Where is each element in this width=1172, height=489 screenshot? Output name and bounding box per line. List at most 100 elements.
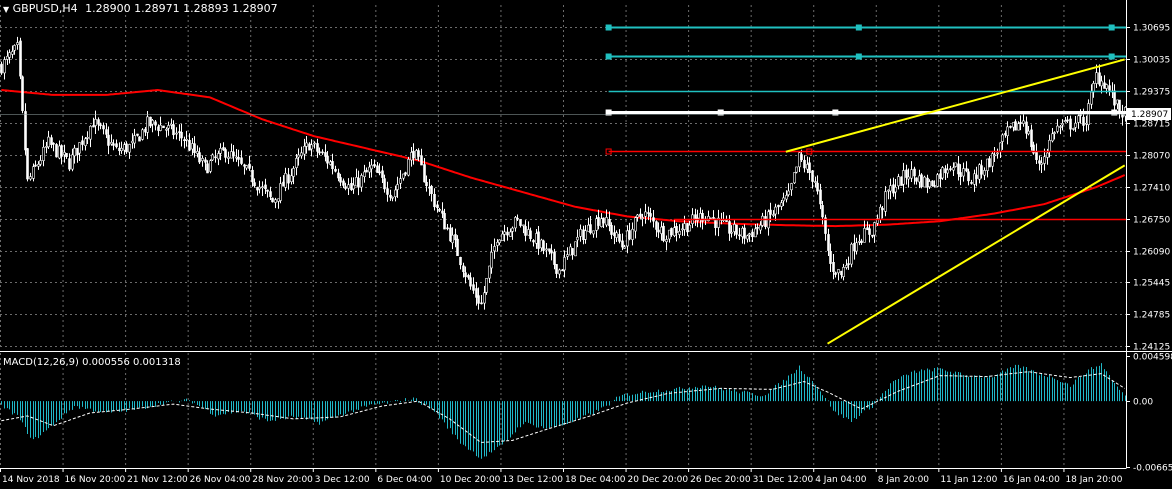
candle-body (92, 125, 95, 128)
macd-tick-label: 0.00 (1133, 398, 1153, 408)
candle-body (102, 125, 105, 130)
candle-body (318, 151, 321, 154)
candle-body (759, 224, 762, 231)
candle-body (933, 185, 936, 187)
candle-body (498, 239, 501, 243)
candle-body (923, 176, 926, 188)
candle-body (503, 231, 506, 235)
candle-body (712, 217, 715, 219)
candle-body (365, 169, 368, 173)
candle-body (459, 256, 462, 266)
candle-body (967, 171, 970, 182)
candle-body (396, 184, 399, 190)
price-tick-label: 1.24785 (1133, 311, 1170, 321)
candle-body (860, 240, 863, 243)
candle-body (777, 204, 780, 208)
candle-body (761, 215, 764, 226)
candle-body (610, 225, 613, 235)
time-tick-label: 18 Dec 04:00 (565, 475, 626, 485)
candle-body (185, 138, 188, 141)
candle-body (120, 147, 123, 152)
candle-body (845, 265, 848, 268)
candle-body (480, 302, 483, 305)
candle-body (999, 142, 1002, 153)
candle-body (1098, 72, 1101, 85)
time-tick-label: 11 Jan 12:00 (940, 475, 997, 485)
level-anchor-marker (1108, 24, 1115, 31)
collapse-triangle-icon[interactable]: ▼ (3, 5, 10, 14)
candle-body (563, 257, 566, 271)
moving-average-layer (1, 88, 1126, 228)
candle-body (162, 125, 165, 129)
candle-body (73, 147, 76, 157)
level-anchor-marker (605, 53, 612, 60)
horizontal-levels[interactable] (0, 24, 1126, 221)
candle-body (1090, 91, 1093, 105)
candle-body (803, 159, 806, 169)
candle-body (738, 234, 741, 237)
candle-body (550, 250, 553, 254)
candle-body (876, 218, 879, 224)
candle-body (1061, 123, 1064, 126)
candle-body (621, 240, 624, 248)
candle-body (118, 147, 121, 152)
trendline (827, 164, 1126, 345)
candle-body (529, 230, 532, 239)
candle-body (159, 124, 162, 131)
candle-body (1006, 126, 1009, 137)
candle-body (352, 184, 355, 190)
candle-body (313, 142, 316, 145)
candle-body (1030, 129, 1033, 148)
candle-body (754, 228, 757, 238)
candle-body (889, 185, 892, 192)
candle-body (1040, 162, 1043, 165)
candle-body (1056, 125, 1059, 132)
candle-body (324, 152, 327, 157)
candle-body (198, 152, 201, 163)
candle-body (303, 145, 306, 155)
candle-body (316, 143, 319, 152)
candle-body (404, 172, 407, 175)
time-tick-label: 14 Nov 2018 (2, 475, 60, 485)
candle-body (501, 233, 504, 241)
candle-body (907, 176, 910, 180)
candle-body (1014, 121, 1017, 131)
candle-body (191, 143, 194, 150)
candle-body (993, 154, 996, 157)
candle-body (678, 230, 681, 235)
candle-body (386, 188, 389, 195)
trendlines[interactable] (785, 58, 1126, 345)
candle-body (532, 240, 535, 243)
macd-grid (0, 353, 1065, 468)
candle-body (342, 180, 345, 186)
candle-body (290, 175, 293, 182)
symbol-label: GBPUSD,H4 (12, 2, 78, 15)
level-anchor-marker (855, 24, 862, 31)
candle-body (1025, 121, 1028, 134)
candle-body (170, 123, 173, 126)
macd-histogram (1, 363, 1126, 459)
candle-body (11, 51, 14, 55)
candle-body (991, 153, 994, 167)
candle-body (115, 143, 118, 148)
level-anchor-marker (1108, 53, 1115, 60)
candle-body (655, 221, 658, 230)
candle-body (274, 199, 277, 203)
candle-body (175, 132, 178, 135)
candle-body (787, 190, 790, 195)
candle-body (1116, 99, 1119, 105)
candle-body (237, 157, 240, 160)
candle-body (808, 162, 811, 173)
candle-body (326, 155, 329, 164)
candle-body (258, 186, 261, 190)
candle-body (271, 197, 274, 203)
candle-body (589, 224, 592, 234)
candle-body (665, 239, 668, 243)
candle-body (954, 162, 957, 167)
candle-body (819, 189, 822, 205)
candle-body (65, 153, 68, 157)
candle-body (378, 171, 381, 174)
candle-body (211, 154, 214, 161)
candle-body (438, 209, 441, 211)
